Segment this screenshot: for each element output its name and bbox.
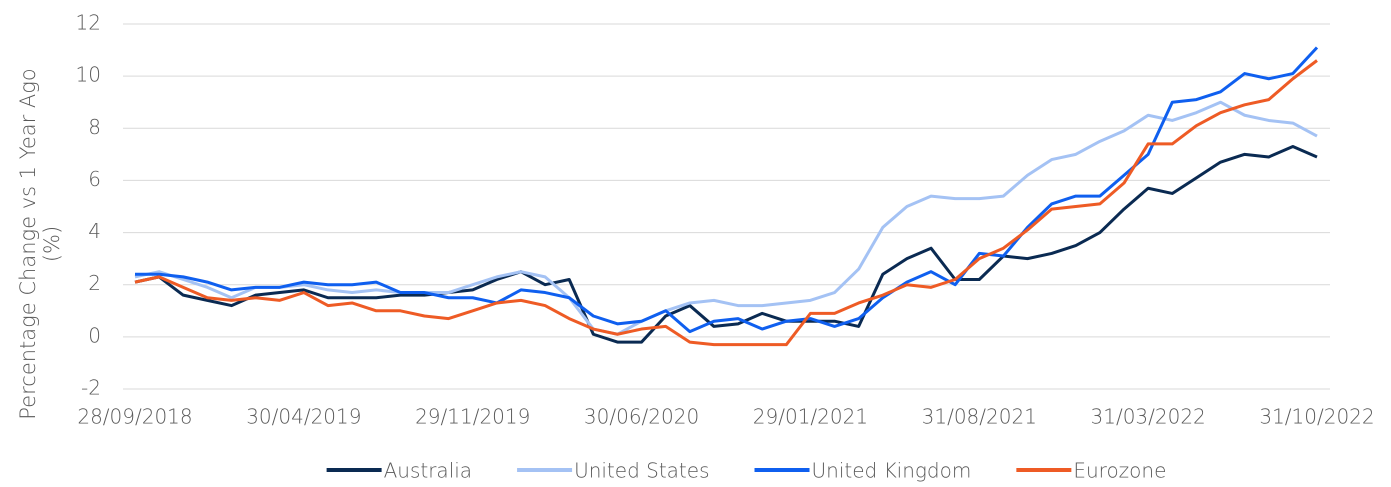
x-tick-label: 29/11/2019	[415, 405, 530, 429]
y-tick-label: -2	[81, 376, 101, 400]
legend-label: Eurozone	[1073, 459, 1166, 483]
legend-label: Australia	[384, 459, 472, 483]
x-tick-label: 28/09/2018	[77, 405, 192, 429]
series-line	[134, 145, 1318, 344]
y-tick-label: 0	[88, 323, 101, 347]
x-tick-label: 31/08/2021	[922, 405, 1037, 429]
x-tick-label: 30/04/2019	[246, 405, 361, 429]
y-tick-label: 4	[88, 219, 101, 243]
legend-label: United Kingdom	[812, 459, 972, 483]
x-tick-label: 30/06/2020	[584, 405, 699, 429]
series-line	[135, 46, 1319, 334]
y-tick-label: 6	[88, 167, 101, 191]
legend-label: United States	[574, 459, 709, 483]
y-tick-label: 10	[76, 63, 101, 87]
y-axis-label: Percentage Change vs 1 Year Ago (%)	[16, 68, 64, 420]
y-tick-label: 2	[88, 271, 101, 295]
x-tick-label: 31/10/2022	[1259, 405, 1374, 429]
x-tick-label: 29/01/2021	[753, 405, 868, 429]
series-line	[134, 59, 1318, 347]
y-tick-label: 12	[76, 11, 101, 35]
x-tick-label: 31/03/2022	[1091, 405, 1206, 429]
y-tick-label: 8	[88, 115, 101, 139]
series-line	[134, 100, 1318, 336]
